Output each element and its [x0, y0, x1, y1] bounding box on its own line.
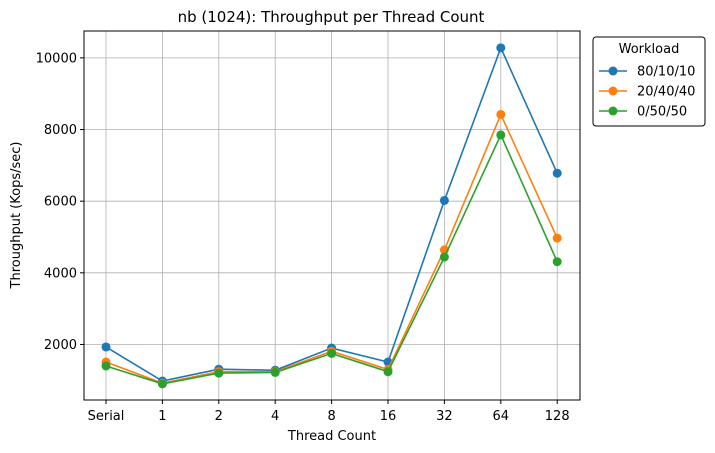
y-tick-label: 4000: [44, 266, 77, 281]
y-axis-label: Throughput (Kops/sec): [9, 142, 24, 290]
legend-frame: [592, 36, 706, 127]
y-tick-label: 10000: [36, 51, 77, 66]
data-point: [101, 342, 111, 352]
x-tick-label: 4: [271, 409, 279, 424]
legend-item: 80/10/10: [599, 65, 695, 80]
data-point: [552, 257, 562, 267]
data-point: [439, 252, 449, 262]
x-tick-label: 1: [158, 409, 166, 424]
legend-label: 0/50/50: [637, 105, 687, 120]
axis-ticks: Serial 1 2 4 8 16 32 64 128 2000 4000 6000 8000 10000: [36, 51, 570, 424]
series-0-50-50: [101, 130, 562, 389]
data-point: [496, 109, 506, 119]
x-tick-label: 16: [380, 409, 397, 424]
x-tick-label: 2: [215, 409, 223, 424]
legend-swatch-marker: [608, 66, 618, 76]
x-tick-label: Serial: [88, 409, 125, 424]
legend-title: Workload: [619, 42, 680, 57]
data-point: [496, 43, 506, 53]
data-point: [496, 130, 506, 140]
legend-swatch-marker: [608, 106, 618, 116]
legend: Workload 80/10/10 20/40/40 0/50/50: [592, 36, 706, 127]
legend-item: 0/50/50: [599, 105, 687, 120]
data-point: [383, 367, 393, 377]
x-axis-label: Thread Count: [287, 429, 376, 444]
x-tick-label: 8: [327, 409, 335, 424]
x-tick-label: 32: [436, 409, 453, 424]
legend-swatch-marker: [608, 86, 618, 96]
data-point: [439, 195, 449, 205]
data-point: [214, 368, 224, 378]
chart-title: nb (1024): Throughput per Thread Count: [178, 8, 485, 26]
data-point: [327, 348, 337, 358]
x-tick-label: 64: [493, 409, 510, 424]
legend-label: 20/40/40: [637, 85, 695, 100]
data-point: [552, 168, 562, 178]
x-tick-label: 128: [545, 409, 570, 424]
data-point: [101, 361, 111, 371]
legend-label: 80/10/10: [637, 65, 695, 80]
legend-item: 20/40/40: [599, 85, 695, 100]
y-tick-label: 2000: [44, 338, 77, 353]
plot-series: [101, 43, 562, 389]
y-tick-label: 8000: [44, 123, 77, 138]
data-point: [270, 367, 280, 377]
y-tick-label: 6000: [44, 195, 77, 210]
legend-items: 80/10/10 20/40/40 0/50/50: [599, 65, 695, 120]
data-point: [157, 379, 167, 389]
data-point: [552, 233, 562, 243]
